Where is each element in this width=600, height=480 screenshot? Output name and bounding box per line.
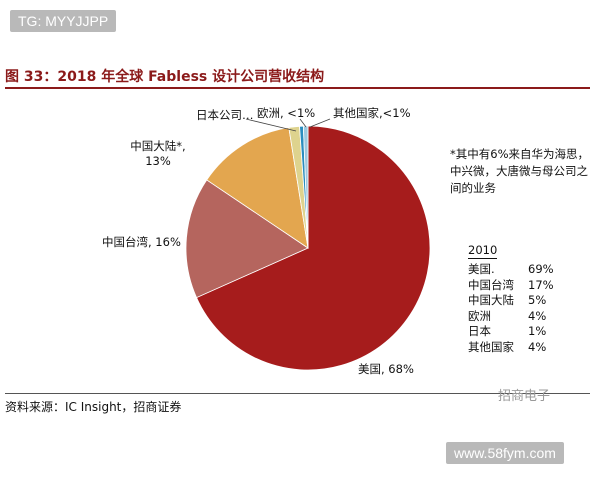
site-watermark-badge: www.58fym.com — [446, 442, 564, 464]
legend-2010-region: 中国台湾 — [468, 277, 514, 292]
slice-label-mainland: 13% — [145, 154, 171, 168]
leader-line-japan — [245, 118, 297, 132]
legend-2010-table: 2010 美国. 69% 中国台湾 17% 中国大陆 5% 欧洲 4% 日本 1% 其他国家 4% — [468, 243, 554, 355]
legend-2010-value: 4% — [528, 308, 547, 323]
slice-label-other: 其他国家,<1% — [333, 106, 411, 120]
top-watermark-badge: TG: MYYJJPP — [10, 10, 117, 32]
title-rule — [5, 87, 590, 89]
legend-2010-rows: 美国. 69% 中国台湾 17% 中国大陆 5% 欧洲 4% 日本 1% 其他国家 4% — [468, 262, 554, 355]
legend-2010-row: 其他国家 4% — [468, 340, 554, 356]
leader-line-europe — [299, 118, 307, 128]
slice-label-mainland: 中国大陆*, — [130, 139, 185, 153]
legend-2010-value: 5% — [528, 293, 547, 307]
slice-label-usa: 美国, 68% — [358, 362, 414, 376]
footnote: *其中有6%来自华为海思，中兴微，大唐微与母公司之间的业务 — [450, 147, 589, 195]
legend-2010-value: 1% — [528, 324, 547, 338]
legend-2010-row: 日本 1% — [468, 324, 554, 340]
legend-2010-region: 美国. — [468, 262, 495, 276]
legend-2010-row: 中国台湾 17% — [468, 278, 554, 294]
legend-2010-region: 欧洲 — [468, 308, 491, 323]
slice-label-taiwan: 中国台湾, 16% — [102, 235, 181, 249]
legend-2010-row: 欧洲 4% — [468, 309, 554, 325]
legend-2010-row: 美国. 69% — [468, 262, 554, 278]
slice-label-japan: 日本公司… — [196, 108, 254, 122]
pie-slice-usa — [195, 125, 431, 371]
legend-2010-title: 2010 — [468, 243, 498, 259]
bottom-rule — [5, 393, 590, 394]
source-note: 资料来源：IC Insight，招商证券 — [5, 400, 182, 414]
legend-2010-region: 中国大陆 — [468, 293, 514, 307]
leader-line-other — [309, 118, 331, 128]
legend-2010-value: 69% — [528, 262, 554, 276]
legend-2010-row: 中国大陆 5% — [468, 293, 554, 309]
pie-slice-taiwan — [185, 179, 309, 299]
figure-title: 图 33：2018 年全球 Fabless 设计公司营收结构 — [5, 69, 325, 85]
legend-2010-value: 4% — [528, 339, 547, 354]
legend-2010-region: 日本 — [468, 324, 491, 338]
legend-2010-region: 其他国家 — [468, 339, 514, 354]
legend-2010-value: 17% — [528, 277, 554, 292]
wechat-watermark: 招商电子 — [498, 389, 551, 404]
slice-label-europe: 欧洲, <1% — [257, 106, 315, 120]
